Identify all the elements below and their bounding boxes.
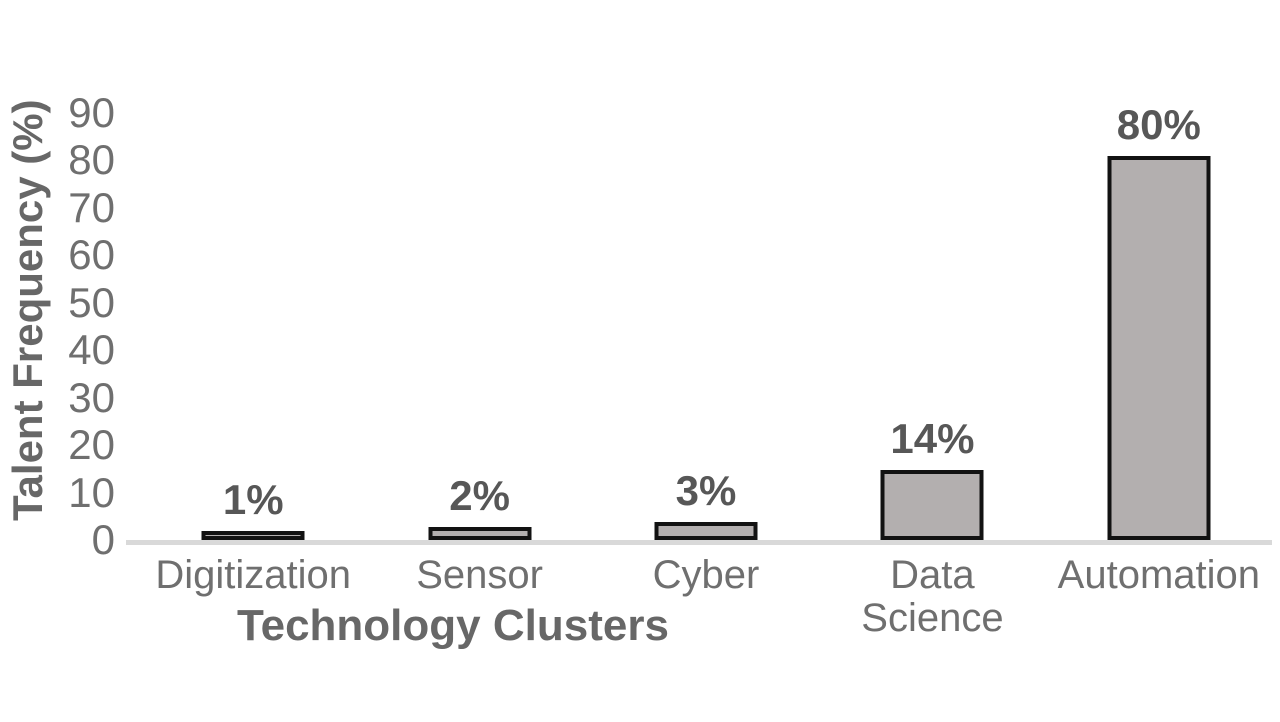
bar-cyber [654, 521, 758, 540]
y-axis-tick-labels: 0 10 20 30 40 50 60 70 80 90 [0, 92, 115, 561]
data-label-digitization: 1% [222, 476, 284, 523]
category-slot-cyber: 3% Cyber [593, 113, 819, 596]
data-label-sensor: 2% [449, 471, 510, 519]
category-label-cyber: Cyber [652, 553, 760, 597]
category-slot-digitization: 1% Digitization [140, 113, 366, 597]
category-label-digitization: Digitization [155, 553, 352, 597]
y-tick-label: 50 [68, 278, 115, 326]
bar-digitization [201, 531, 305, 540]
y-tick-label: 70 [68, 183, 115, 231]
data-label-cyber: 3% [675, 466, 737, 514]
y-tick-label: 90 [68, 89, 115, 136]
x-axis-line [126, 540, 1272, 545]
y-tick-label: 60 [68, 231, 115, 279]
category-slot-sensor: 2% Sensor [366, 113, 592, 597]
category-label-sensor: Sensor [416, 553, 543, 597]
y-tick-label: 0 [91, 516, 115, 563]
bar-automation [1107, 156, 1211, 540]
y-tick-label: 10 [68, 468, 115, 516]
data-label-automation: 80% [1116, 101, 1201, 149]
plot-area: 1% Digitization 2% Sensor 3% Cyber 14% Data Sci… [126, 104, 1272, 640]
bar-sensor [428, 526, 532, 540]
data-label-data-science: 14% [890, 414, 975, 462]
y-tick-label: 80 [68, 136, 115, 184]
category-slot-automation: 80% Automation [1046, 104, 1272, 597]
y-tick-label: 40 [68, 326, 115, 374]
category-slot-data-science: 14% Data Science [819, 113, 1045, 640]
y-tick-label: 30 [68, 373, 115, 421]
bar-data-science [880, 469, 984, 540]
category-label-data-science: Data Science [861, 553, 1004, 641]
category-label-automation: Automation [1057, 553, 1260, 597]
x-axis-title: Technology Clusters [237, 601, 669, 650]
y-tick-label: 20 [68, 421, 115, 469]
